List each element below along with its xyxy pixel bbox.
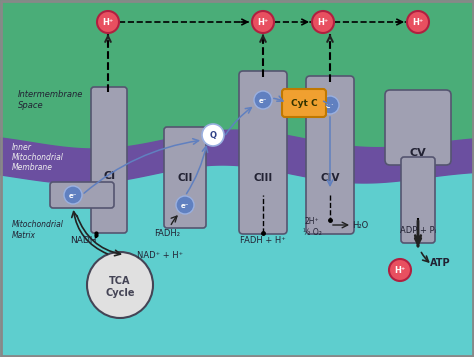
Circle shape	[176, 196, 194, 214]
Circle shape	[97, 11, 119, 33]
Circle shape	[389, 259, 411, 281]
Text: FADH₂: FADH₂	[154, 228, 180, 237]
Circle shape	[312, 11, 334, 33]
Text: H₂O: H₂O	[352, 221, 368, 230]
Text: Cyt C: Cyt C	[291, 99, 317, 107]
Polygon shape	[0, 130, 474, 184]
Circle shape	[321, 96, 339, 114]
FancyBboxPatch shape	[282, 89, 326, 117]
Text: ADP + Pᵢ: ADP + Pᵢ	[400, 226, 436, 235]
Text: CII: CII	[177, 172, 193, 182]
Text: NADH: NADH	[70, 236, 96, 245]
Text: 2H⁺
½ O₂: 2H⁺ ½ O₂	[302, 217, 321, 237]
Text: e⁻: e⁻	[69, 192, 77, 198]
Text: e⁻: e⁻	[326, 102, 334, 109]
Circle shape	[64, 186, 82, 204]
Circle shape	[202, 124, 224, 146]
Text: H⁺: H⁺	[412, 18, 424, 27]
FancyBboxPatch shape	[401, 157, 435, 243]
FancyBboxPatch shape	[306, 76, 354, 234]
Text: e⁻: e⁻	[259, 97, 267, 104]
Text: TCA
Cycle: TCA Cycle	[105, 276, 135, 298]
FancyBboxPatch shape	[239, 71, 287, 234]
FancyBboxPatch shape	[164, 127, 206, 228]
Text: Inner
Mitochondrial
Membrane: Inner Mitochondrial Membrane	[12, 142, 64, 172]
FancyBboxPatch shape	[385, 90, 451, 165]
Text: H⁺: H⁺	[318, 18, 328, 27]
Text: Q: Q	[210, 131, 217, 140]
Text: ATP: ATP	[430, 258, 451, 268]
Circle shape	[252, 11, 274, 33]
Text: H⁺: H⁺	[102, 18, 114, 27]
Text: CIV: CIV	[320, 172, 340, 182]
Text: NAD⁺ + H⁺: NAD⁺ + H⁺	[137, 251, 183, 260]
Text: CI: CI	[104, 171, 116, 181]
Circle shape	[254, 91, 272, 109]
Polygon shape	[0, 0, 474, 167]
FancyBboxPatch shape	[91, 87, 127, 233]
Text: e⁻: e⁻	[181, 202, 189, 208]
Text: H⁺: H⁺	[394, 266, 406, 275]
Circle shape	[407, 11, 429, 33]
Text: Mitochondrial
Matrix: Mitochondrial Matrix	[12, 220, 64, 240]
Text: FADH + H⁺: FADH + H⁺	[240, 236, 286, 245]
Text: H⁺: H⁺	[257, 18, 269, 27]
Circle shape	[87, 252, 153, 318]
Text: CIII: CIII	[254, 172, 273, 182]
Text: Intermembrane
Space: Intermembrane Space	[18, 90, 83, 110]
Text: CV: CV	[410, 147, 427, 157]
FancyBboxPatch shape	[50, 182, 114, 208]
